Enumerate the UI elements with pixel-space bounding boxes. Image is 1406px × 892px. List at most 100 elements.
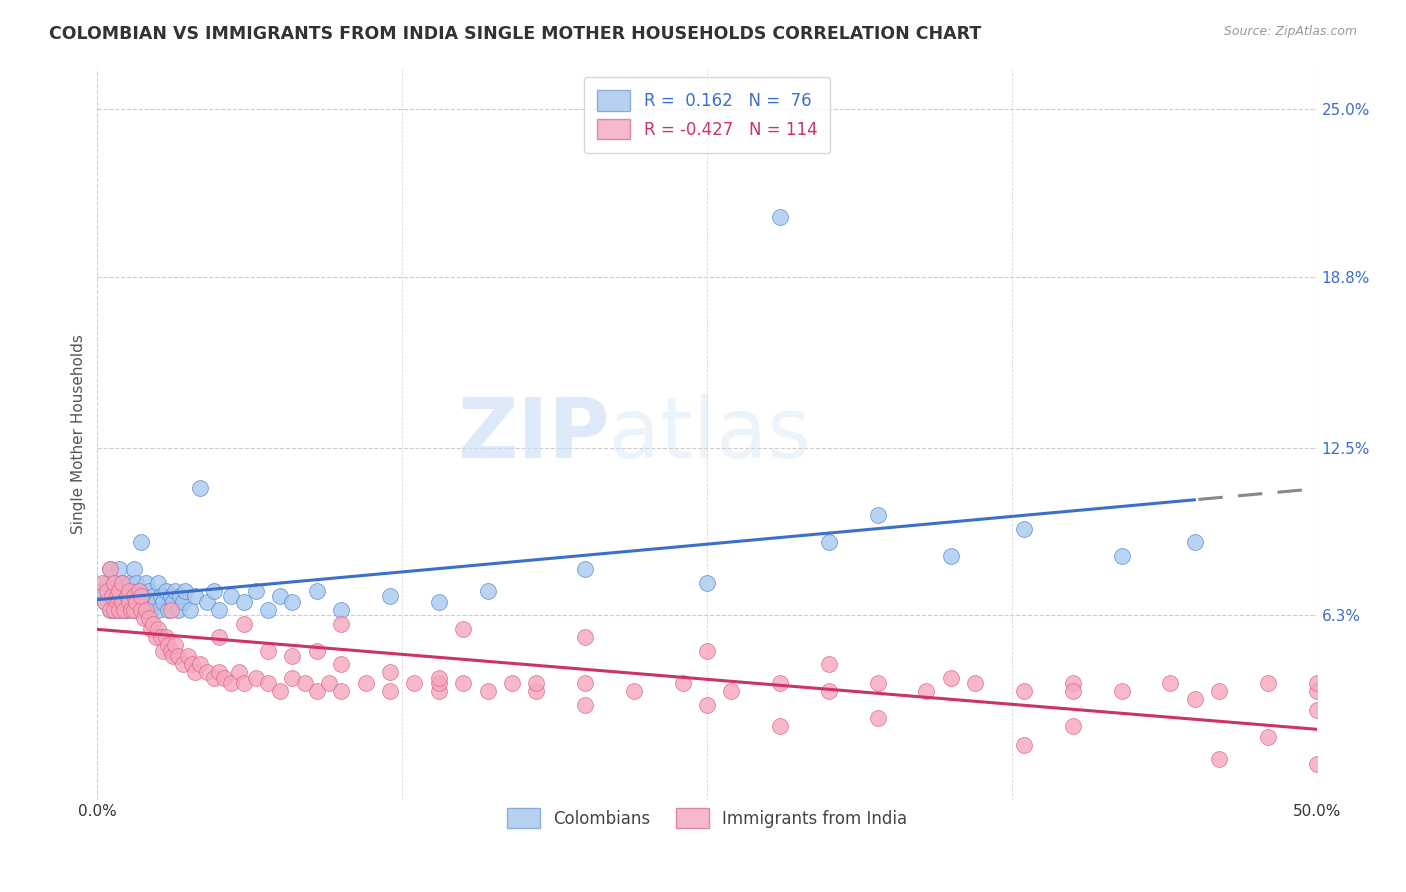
Point xyxy=(132,590,155,604)
Point xyxy=(330,657,353,672)
Point xyxy=(1305,703,1327,717)
Point xyxy=(159,603,181,617)
Text: atlas: atlas xyxy=(609,393,811,475)
Point xyxy=(129,590,152,604)
Point xyxy=(378,665,401,680)
Point xyxy=(174,584,197,599)
Point xyxy=(115,584,138,599)
Point xyxy=(91,584,114,599)
Point xyxy=(122,603,145,617)
Point xyxy=(1012,684,1035,698)
Point xyxy=(101,590,124,604)
Point xyxy=(1305,684,1327,698)
Point xyxy=(129,603,152,617)
Point xyxy=(208,603,231,617)
Point xyxy=(135,595,157,609)
Point xyxy=(818,535,841,549)
Point xyxy=(118,576,141,591)
Point xyxy=(245,584,267,599)
Point xyxy=(769,719,792,733)
Point xyxy=(115,590,138,604)
Point xyxy=(696,643,718,657)
Point xyxy=(574,630,596,644)
Point xyxy=(427,676,450,690)
Point xyxy=(122,603,145,617)
Point xyxy=(152,595,174,609)
Point xyxy=(1159,676,1181,690)
Point xyxy=(111,576,134,591)
Point xyxy=(915,684,938,698)
Point xyxy=(159,643,181,657)
Point xyxy=(91,576,114,591)
Point xyxy=(818,684,841,698)
Point xyxy=(159,590,181,604)
Point xyxy=(574,676,596,690)
Point xyxy=(212,671,235,685)
Point xyxy=(121,595,143,609)
Point xyxy=(108,603,131,617)
Point xyxy=(93,595,115,609)
Point xyxy=(318,676,340,690)
Text: ZIP: ZIP xyxy=(457,393,609,475)
Point xyxy=(122,562,145,576)
Point xyxy=(939,549,962,563)
Point xyxy=(108,603,131,617)
Point xyxy=(157,638,180,652)
Point xyxy=(1062,719,1084,733)
Point xyxy=(105,595,128,609)
Point xyxy=(111,595,134,609)
Point xyxy=(176,648,198,663)
Point xyxy=(305,684,328,698)
Point xyxy=(1111,684,1133,698)
Point xyxy=(128,584,150,599)
Point xyxy=(818,657,841,672)
Point xyxy=(103,576,125,591)
Point xyxy=(404,676,426,690)
Point xyxy=(1257,676,1279,690)
Point xyxy=(184,590,207,604)
Point xyxy=(202,671,225,685)
Point xyxy=(165,638,187,652)
Point xyxy=(1208,684,1230,698)
Point xyxy=(354,676,377,690)
Point xyxy=(245,671,267,685)
Point xyxy=(257,676,280,690)
Point xyxy=(427,595,450,609)
Point xyxy=(866,711,889,725)
Point xyxy=(179,603,201,617)
Point xyxy=(184,665,207,680)
Point xyxy=(98,562,121,576)
Point xyxy=(128,584,150,599)
Point xyxy=(866,676,889,690)
Point xyxy=(696,576,718,591)
Point xyxy=(132,611,155,625)
Point xyxy=(172,595,194,609)
Point xyxy=(96,576,118,591)
Point xyxy=(128,595,150,609)
Point xyxy=(1012,522,1035,536)
Point xyxy=(195,595,218,609)
Point xyxy=(148,603,170,617)
Point xyxy=(228,665,250,680)
Point xyxy=(142,616,165,631)
Point xyxy=(121,603,143,617)
Point xyxy=(115,603,138,617)
Point xyxy=(866,508,889,523)
Point xyxy=(125,595,148,609)
Point xyxy=(501,676,523,690)
Point xyxy=(98,603,121,617)
Point xyxy=(1111,549,1133,563)
Point xyxy=(281,671,304,685)
Point xyxy=(1062,684,1084,698)
Text: COLOMBIAN VS IMMIGRANTS FROM INDIA SINGLE MOTHER HOUSEHOLDS CORRELATION CHART: COLOMBIAN VS IMMIGRANTS FROM INDIA SINGL… xyxy=(49,25,981,43)
Point xyxy=(118,590,141,604)
Point xyxy=(524,676,547,690)
Point xyxy=(145,630,167,644)
Point xyxy=(221,590,243,604)
Point xyxy=(574,698,596,712)
Point xyxy=(103,603,125,617)
Point xyxy=(101,590,124,604)
Point xyxy=(378,684,401,698)
Point xyxy=(138,584,160,599)
Point xyxy=(118,595,141,609)
